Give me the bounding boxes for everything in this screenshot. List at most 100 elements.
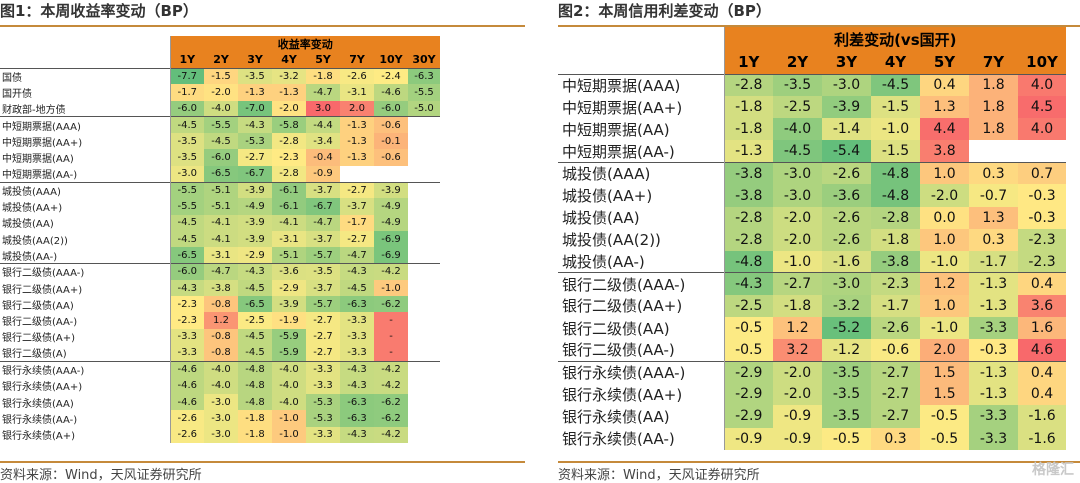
value-cell: -3.9: [238, 230, 272, 248]
value-cell: -4.5: [871, 73, 920, 97]
value-cell: -2.5: [724, 294, 773, 318]
column-header: 3Y: [238, 52, 272, 68]
value-cell: -1.3: [340, 149, 374, 166]
value-cell: -1.6: [822, 250, 871, 273]
row-label: 城投债(AA(2)): [558, 228, 725, 251]
table-row: 银行永续债(AA) -2.9 -0.9 -3.5 -2.7 -0.5 -3.3 -1.6: [558, 405, 1067, 428]
column-header: 2Y: [204, 52, 238, 68]
value-cell: -0.6: [871, 339, 920, 362]
table-row: 银行永续债(AAA-) -2.9 -2.0 -3.5 -2.7 1.5 -1.3 0.4: [558, 360, 1067, 384]
value-cell: -5.0: [408, 100, 440, 117]
value-cell: 3.6: [1018, 294, 1067, 318]
table-row: 财政部-地方债 -6.0 -4.0 -7.0 -2.0 3.0 2.0 -6.0 -5.0: [0, 100, 440, 117]
table-row: 中短期票据(AA+) -1.8 -2.5 -3.9 -1.5 1.3 1.8 4.5: [558, 96, 1067, 119]
row-label: 城投债(AAA): [0, 181, 171, 199]
value-cell: -1.5: [871, 140, 920, 163]
value-cell: -1.0: [920, 317, 969, 340]
value-cell: -3.9: [374, 181, 408, 199]
value-cell: [408, 263, 440, 280]
column-header: 7Y: [340, 52, 374, 68]
value-cell: -2.3: [170, 312, 204, 329]
row-label: 银行永续债(AA-): [0, 410, 171, 427]
figure-2-spread-change: 图2：本周信用利差变动（BP） 利差变动(vs国开) 1Y 2Y 3Y 4Y 5Y 7Y 10Y…: [558, 0, 1080, 483]
value-cell: 1.3: [969, 206, 1018, 229]
value-cell: -5.8: [272, 116, 306, 134]
watermark-logo: 格隆汇: [1032, 462, 1074, 478]
value-cell: -0.9: [724, 427, 773, 450]
value-cell: 4.0: [1018, 73, 1067, 97]
value-cell: -0.5: [920, 427, 969, 450]
table-row: 城投债(AA(2)) -2.8 -2.0 -2.6 -1.8 1.0 0.3 -2.3: [558, 228, 1067, 251]
value-cell: -6.3: [340, 410, 374, 427]
value-cell: -0.6: [374, 116, 408, 134]
row-label: 银行永续债(AA): [558, 405, 725, 428]
value-cell: -3.6: [272, 263, 306, 280]
value-cell: -6.9: [374, 247, 408, 264]
row-label: 中短期票据(AAA): [0, 116, 171, 134]
value-cell: -4.2: [374, 377, 408, 394]
value-cell: -6.0: [170, 100, 204, 117]
column-header: 4Y: [871, 51, 920, 74]
value-cell: -2.9: [724, 405, 773, 428]
row-label: 城投债(AA-): [558, 250, 725, 273]
table-row: 银行永续债(AA-) -0.9 -0.9 -0.5 0.3 -0.5 -3.3 -1.6: [558, 427, 1067, 450]
value-cell: -3.3: [306, 360, 340, 378]
table-row: 银行永续债(AA-) -2.6 -3.0 -1.8 -1.0 -5.3 -6.3 -6.2: [0, 410, 440, 427]
value-cell: -0.6: [374, 149, 408, 166]
value-cell: -6.2: [374, 296, 408, 313]
row-label: 城投债(AA): [0, 214, 171, 231]
value-cell: -1.3: [969, 294, 1018, 318]
value-cell: -0.7: [969, 184, 1018, 207]
value-cell: -2.9: [272, 279, 306, 297]
column-header: 5Y: [920, 51, 969, 74]
value-cell: -1.8: [773, 294, 822, 318]
value-cell: [340, 165, 374, 183]
chart-title: 图2：本周信用利差变动（BP）: [558, 2, 771, 20]
value-cell: -2.8: [272, 165, 306, 183]
value-cell: -3.3: [340, 345, 374, 362]
source-rule: [0, 461, 525, 463]
row-label: 城投债(AA+): [0, 198, 171, 215]
row-label: 银行二级债(AA): [558, 317, 725, 340]
value-cell: -2.7: [306, 345, 340, 362]
value-cell: -6.0: [374, 100, 408, 117]
value-cell: -1.8: [871, 228, 920, 251]
table-row: 中短期票据(AA) -1.8 -4.0 -1.4 -1.0 4.4 1.8 4.0: [558, 118, 1067, 141]
value-cell: -2.8: [272, 133, 306, 150]
value-cell: -4.8: [871, 161, 920, 185]
table-row: 银行二级债(AAA-) -4.3 -2.7 -3.0 -2.3 1.2 -1.3 0.4: [558, 272, 1067, 295]
value-cell: -1.7: [969, 250, 1018, 273]
value-cell: 1.2: [204, 312, 238, 329]
table-row: 城投债(AA(2)) -4.5 -4.1 -3.9 -3.1 -3.7 -2.7 -6.9: [0, 230, 440, 248]
value-cell: -7.7: [170, 67, 204, 85]
value-cell: -2.7: [340, 181, 374, 199]
column-header: 5Y: [306, 52, 340, 68]
value-cell: -: [374, 328, 408, 346]
table-row: 城投债(AAA) -5.5 -5.1 -3.9 -6.1 -3.7 -2.7 -3.9: [0, 181, 440, 199]
value-cell: -2.8: [724, 73, 773, 97]
value-cell: -: [374, 345, 408, 362]
value-cell: 1.8: [969, 73, 1018, 97]
table-row: 银行二级债(A+) -3.3 -0.8 -4.5 -5.9 -2.7 -3.3-: [0, 328, 440, 346]
value-cell: -6.5: [238, 296, 272, 313]
source-note: 资料来源：Wind，天风证券研究所: [0, 468, 202, 483]
value-cell: 0.7: [1018, 161, 1067, 185]
value-cell: -1.3: [238, 84, 272, 101]
value-cell: -1.8: [724, 118, 773, 141]
value-cell: -0.1: [374, 133, 408, 150]
row-label: 银行二级债(AA+): [558, 294, 725, 318]
value-cell: -6.0: [204, 149, 238, 166]
row-label: 中短期票据(AA+): [0, 133, 171, 150]
value-cell: -3.3: [969, 317, 1018, 340]
value-cell: -1.7: [871, 294, 920, 318]
value-cell: -3.5: [822, 383, 871, 406]
value-cell: -1.5: [871, 96, 920, 119]
value-cell: [408, 279, 440, 297]
value-cell: -6.3: [408, 67, 440, 85]
value-cell: -4.8: [238, 393, 272, 411]
value-cell: 2.0: [340, 100, 374, 117]
value-cell: -1.0: [272, 426, 306, 443]
value-cell: 3.8: [920, 140, 969, 163]
value-cell: -3.9: [822, 96, 871, 119]
column-header: 4Y: [272, 52, 306, 68]
